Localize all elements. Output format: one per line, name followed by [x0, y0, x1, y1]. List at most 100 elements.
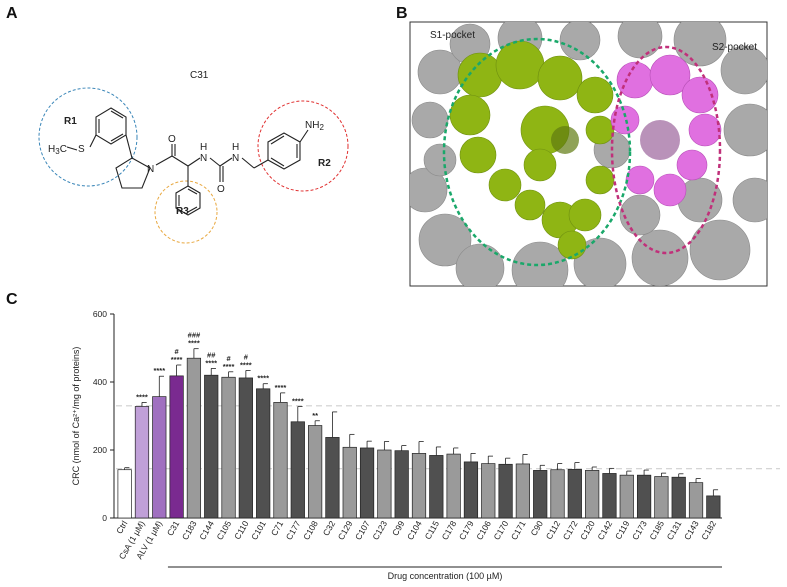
significance-7-1: # [244, 352, 249, 361]
x-tick-label-14: C107 [353, 519, 372, 542]
significance-1-0: **** [136, 392, 148, 401]
x-tick-label-30: C173 [630, 519, 649, 542]
s2-ring [610, 45, 722, 255]
atom-o-carbonyl: O [168, 134, 176, 145]
bar-23 [515, 463, 530, 519]
x-tick-label-31: C185 [647, 519, 666, 542]
x-tick-label-33: C143 [682, 519, 701, 542]
s2-pocket-label: S2-pocket [712, 42, 757, 53]
bar-25 [550, 469, 565, 519]
x-tick-label-7: C110 [232, 519, 251, 541]
bar-9 [273, 402, 288, 519]
x-tick-label-22: C170 [491, 519, 510, 542]
bar-27 [585, 470, 600, 519]
x-tick-label-4: C183 [180, 519, 199, 542]
bar-19 [446, 453, 461, 519]
bar-6 [221, 376, 236, 519]
bar-11 [308, 425, 323, 519]
molecule-skeleton [66, 107, 309, 216]
bar-21 [481, 463, 496, 519]
y-tick-label-0: 0 [102, 513, 107, 523]
r2-label: R2 [318, 158, 331, 169]
bar-29 [619, 474, 634, 519]
x-axis-label: Drug concentration (100 µM) [388, 571, 503, 581]
x-tick-label-13: C129 [336, 519, 355, 542]
bar-24 [533, 470, 548, 519]
x-tick-label-26: C172 [561, 519, 580, 542]
bar-15 [377, 449, 392, 519]
x-tick-label-10: C177 [284, 519, 303, 542]
bar-22 [498, 463, 513, 519]
x-tick-label-3: C31 [165, 519, 182, 538]
significance-8-0: **** [257, 374, 269, 383]
atom-n-pyrrolidine: N [147, 164, 154, 175]
bar-26 [567, 469, 582, 519]
y-tick-label-2: 400 [93, 377, 107, 387]
x-tick-label-19: C178 [440, 519, 459, 542]
significance-4-1: ### [188, 331, 201, 340]
bar-8 [256, 388, 271, 519]
bar-1 [134, 406, 150, 519]
x-tick-label-12: C32 [321, 519, 338, 538]
atom-n-amide: N [200, 153, 207, 164]
significance-10-0: **** [292, 396, 304, 405]
panel-c: C 0 200 400 600 CRC (nmol of Ca²⁺/mg of prot… [6, 291, 780, 581]
x-tick-label-34: C182 [699, 519, 718, 542]
x-tick-label-18: C115 [423, 519, 442, 541]
bar-17 [411, 453, 427, 519]
significance-6-0: **** [223, 362, 235, 371]
x-tick-label-32: C131 [665, 519, 684, 542]
significance-3-1: # [175, 347, 180, 356]
x-tick-label-9: C71 [269, 519, 286, 538]
bar-chart: 0 200 400 600 CRC (nmol of Ca²⁺/mg of protei… [71, 309, 780, 581]
panel-b-label: B [396, 5, 408, 22]
bar-4 [186, 357, 202, 519]
x-tick-label-23: C171 [509, 519, 528, 542]
x-tick-label-20: C179 [457, 519, 476, 542]
y-tick-label-1: 200 [93, 445, 107, 455]
x-tick-label-15: C123 [370, 519, 389, 542]
bar-3 [169, 375, 184, 519]
panel-b: B [396, 5, 768, 287]
protein-surface [410, 22, 767, 286]
significance-5-0: **** [205, 358, 217, 367]
significance-4-0: **** [188, 339, 200, 348]
bar-10 [290, 421, 305, 519]
bar-30 [636, 474, 652, 519]
bar-31 [654, 476, 669, 519]
significance-5-1: ## [207, 350, 216, 359]
bar-12 [325, 437, 340, 519]
significance-3-0: **** [171, 355, 183, 364]
x-tick-label-25: C112 [544, 519, 563, 541]
bar-20 [463, 461, 479, 519]
bar-5 [204, 374, 219, 519]
atom-n-urea: N [232, 153, 239, 164]
y-axis-label: CRC (nmol of Ca²⁺/mg of proteins) [71, 347, 81, 486]
bar-32 [671, 476, 686, 519]
x-tick-label-5: C144 [197, 519, 216, 542]
compound-name: C31 [190, 70, 209, 81]
r1-circle [38, 87, 138, 187]
r3-circle [154, 180, 218, 244]
atom-h3c: H3C [48, 144, 67, 156]
significance-6-1: # [226, 354, 231, 363]
atom-nh2: NH2 [305, 120, 324, 132]
atom-h-amide: H [200, 142, 207, 153]
significance-11-0: ** [312, 411, 318, 420]
x-tick-label-16: C99 [390, 519, 407, 538]
bar-16 [394, 450, 409, 519]
r2-circle [257, 100, 349, 192]
bar-33 [688, 482, 704, 519]
x-tick-label-29: C119 [613, 519, 632, 541]
bar-0 [117, 469, 132, 519]
bar-14 [359, 447, 375, 519]
significance-2-0: **** [153, 366, 165, 375]
s1-pocket-label: S1-pocket [430, 30, 475, 41]
bar-7 [238, 377, 253, 519]
atom-o-urea: O [217, 184, 225, 195]
y-tick-label-3: 600 [93, 309, 107, 319]
significance-9-0: **** [275, 383, 287, 392]
x-tick-label-27: C120 [578, 519, 597, 542]
panel-a: A C31 R1 R2 R3 [6, 5, 349, 244]
panel-a-label: A [6, 5, 18, 22]
